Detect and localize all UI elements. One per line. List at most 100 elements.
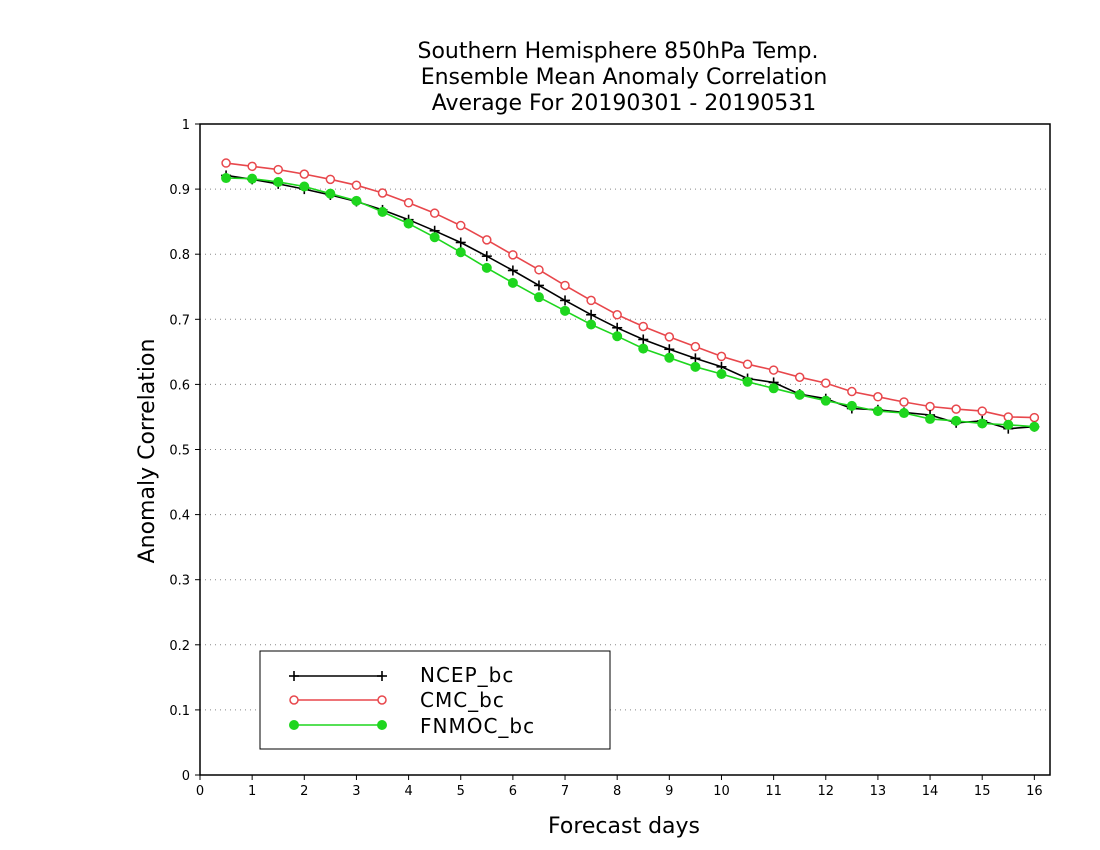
data-point-cmc-bc <box>586 295 596 306</box>
legend-marker-cmc-bc <box>377 695 387 705</box>
y-tick-label: 0.1 <box>169 704 190 719</box>
data-point-ncep-bc <box>481 251 492 262</box>
y-tick-label: 0.6 <box>169 378 190 393</box>
data-point-cmc-bc <box>325 174 336 185</box>
data-point-cmc-bc <box>612 309 622 320</box>
x-tick-label: 12 <box>817 784 834 799</box>
y-axis-ticks: 0 0.1 0.2 0.3 0.4 0.5 0.6 0.7 0.8 0.9 1 <box>169 118 200 784</box>
data-point-cmc-bc <box>403 198 414 208</box>
data-point-cmc-bc <box>534 265 544 275</box>
y-tick-label: 0.2 <box>169 639 190 654</box>
legend: NCEP_bc CMC_bc FNMOC_bc <box>259 650 611 750</box>
data-point-fnmoc-bc <box>299 181 310 192</box>
data-point-fnmoc-bc <box>351 195 362 206</box>
data-point-cmc-bc <box>690 341 701 352</box>
x-tick-label: 13 <box>870 784 887 799</box>
data-point-cmc-bc <box>221 158 231 168</box>
data-point-fnmoc-bc <box>560 305 571 316</box>
data-point-cmc-bc <box>742 359 753 369</box>
data-point-fnmoc-bc <box>612 331 623 342</box>
series-lines <box>221 158 1040 434</box>
data-point-fnmoc-bc <box>951 415 962 426</box>
data-point-fnmoc-bc <box>638 343 649 354</box>
x-tick-label: 16 <box>1026 784 1043 799</box>
data-point-cmc-bc <box>273 164 283 175</box>
data-point-fnmoc-bc <box>768 383 779 394</box>
legend-marker-ncep-bc <box>377 671 387 681</box>
data-point-fnmoc-bc <box>925 413 936 424</box>
data-point-fnmoc-bc <box>820 395 831 406</box>
x-axis-ticks: 0 1 2 3 4 5 6 7 8 9 10 11 12 13 14 15 16 <box>196 775 1043 799</box>
data-point-cmc-bc <box>429 208 440 218</box>
data-point-ncep-bc <box>533 280 544 291</box>
data-point-cmc-bc <box>716 351 727 362</box>
x-tick-label: 2 <box>300 784 308 799</box>
data-point-fnmoc-bc <box>898 408 909 419</box>
data-point-ncep-bc <box>455 237 466 248</box>
x-tick-label: 8 <box>613 784 621 799</box>
data-point-fnmoc-bc <box>1029 421 1040 432</box>
legend-marker-ncep-bc <box>289 671 299 681</box>
data-point-cmc-bc <box>977 406 987 416</box>
x-tick-label: 9 <box>665 784 673 799</box>
data-point-cmc-bc <box>1003 412 1014 422</box>
data-point-cmc-bc <box>1029 412 1040 423</box>
x-tick-label: 7 <box>561 784 569 799</box>
chart-title: Southern Hemisphere 850hPa Temp. Ensembl… <box>418 39 828 116</box>
legend-symbols <box>289 671 387 730</box>
data-point-ncep-bc <box>690 353 701 364</box>
data-point-fnmoc-bc <box>377 206 388 217</box>
data-point-ncep-bc <box>560 295 571 306</box>
title-line-2: Ensemble Mean Anomaly Correlation <box>421 65 828 90</box>
series-cmc-bc <box>221 158 1040 423</box>
data-point-cmc-bc <box>794 372 805 382</box>
data-point-fnmoc-bc <box>716 368 727 379</box>
data-point-cmc-bc <box>508 250 518 260</box>
x-tick-label: 3 <box>352 784 360 799</box>
legend-marker-fnmoc-bc <box>289 720 299 730</box>
y-tick-label: 0 <box>182 769 190 784</box>
title-line-1: Southern Hemisphere 850hPa Temp. <box>418 39 819 64</box>
data-point-fnmoc-bc <box>481 262 492 273</box>
data-point-cmc-bc <box>299 169 310 179</box>
gridlines <box>200 188 1050 711</box>
legend-marker-fnmoc-bc <box>377 720 387 730</box>
data-point-fnmoc-bc <box>507 277 518 288</box>
data-point-cmc-bc <box>925 401 935 412</box>
data-point-cmc-bc <box>951 404 961 414</box>
legend-label-fnmoc: FNMOC_bc <box>420 714 535 738</box>
data-point-fnmoc-bc <box>742 376 753 387</box>
data-point-fnmoc-bc <box>664 352 675 363</box>
data-point-fnmoc-bc <box>325 188 336 199</box>
legend-label-ncep: NCEP_bc <box>420 663 514 687</box>
data-point-cmc-bc <box>455 220 466 231</box>
y-axis-label: Anomaly Correlation <box>135 339 160 564</box>
title-line-3: Average For 20190301 - 20190531 <box>432 91 817 116</box>
series-line-fnmoc-bc <box>226 177 1035 428</box>
data-point-cmc-bc <box>899 397 909 407</box>
data-point-fnmoc-bc <box>247 173 258 184</box>
x-tick-label: 0 <box>196 784 204 799</box>
data-point-cmc-bc <box>821 378 831 388</box>
series-fnmoc-bc <box>221 173 1040 432</box>
data-point-cmc-bc <box>638 321 649 332</box>
data-point-fnmoc-bc <box>403 218 414 229</box>
data-point-fnmoc-bc <box>455 247 466 258</box>
data-point-fnmoc-bc <box>872 406 883 417</box>
data-point-fnmoc-bc <box>690 361 701 372</box>
y-tick-label: 0.8 <box>169 248 190 263</box>
data-point-ncep-bc <box>612 322 623 333</box>
data-point-ncep-bc <box>638 334 649 345</box>
series-ncep-bc <box>221 170 1040 434</box>
x-axis-label: Forecast days <box>548 814 700 839</box>
data-point-ncep-bc <box>586 309 597 320</box>
data-point-fnmoc-bc <box>794 389 805 400</box>
data-point-fnmoc-bc <box>586 319 597 330</box>
data-point-fnmoc-bc <box>533 292 544 303</box>
data-point-cmc-bc <box>664 332 675 342</box>
legend-marker-cmc-bc <box>289 695 299 705</box>
x-tick-label: 10 <box>713 784 730 799</box>
x-tick-label: 5 <box>457 784 465 799</box>
data-point-cmc-bc <box>351 180 362 190</box>
